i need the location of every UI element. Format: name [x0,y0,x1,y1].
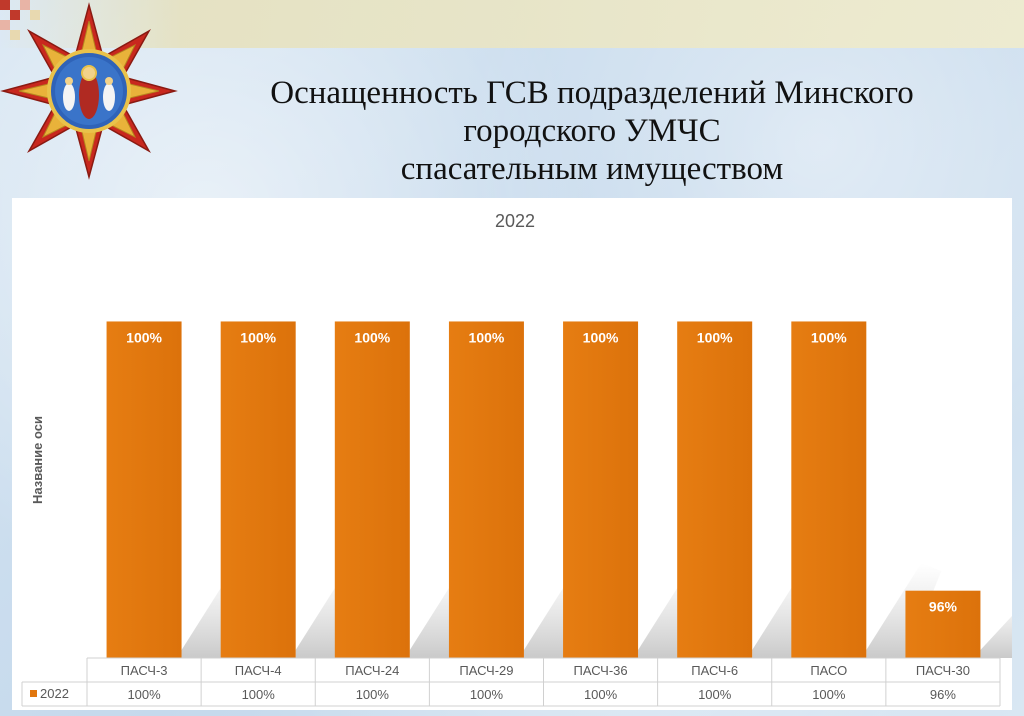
y-axis-title: Название оси [30,416,45,504]
bar-chart: 2022 Название оси 100% 100% 100% 100% 100% 10… [21,211,1012,707]
bar-shadow [866,563,942,658]
table-value: 100% [242,687,276,702]
bar-ПАСО [791,321,867,658]
bar-ПАСЧ-36 [563,321,639,658]
table-value: 100% [356,687,390,702]
chart-title: 2022 [495,211,535,231]
table-value: 100% [584,687,618,702]
checker-decoration [0,0,42,42]
table-value: 96% [930,687,956,702]
legend-key [30,690,37,697]
data-label: 100% [697,329,733,345]
slide-title-line-2: городского УМЧС [463,113,721,149]
category-label: ПАСЧ-36 [573,663,627,678]
category-label: ПАСЧ-3 [121,663,168,678]
table-value: 100% [127,687,161,702]
table-value: 100% [698,687,732,702]
table-value: 100% [470,687,504,702]
bar-ПАСЧ-24 [334,321,410,658]
data-label: 100% [583,329,619,345]
slide-title: Оснащенность ГСВ подразделений Минского … [172,74,1012,188]
data-label: 100% [469,329,505,345]
slide-title-line-3: спасательным имуществом [400,151,784,187]
bar-ПАСЧ-4 [220,321,296,658]
emblem-logo [0,2,178,180]
bars: 100% 100% 100% 100% 100% 100% 100% 96% [106,321,981,658]
emblem-figure [79,71,99,119]
bar-ПАСЧ-30 [905,590,981,658]
bar-ПАСЧ-6 [677,321,753,658]
data-label: 96% [929,599,958,615]
data-label: 100% [126,329,162,345]
data-table: 2022 ПАСЧ-3 100% ПАСЧ-4 100% ПАСЧ-24 100% ПАСЧ-… [21,657,1001,707]
category-label: ПАСЧ-4 [235,663,282,678]
bar-ПАСЧ-3 [106,321,182,658]
chart-card: 2022 Название оси 100% 100% 100% 100% 100% 10… [12,198,1012,710]
data-label: 100% [354,329,390,345]
legend-series-name: 2022 [40,686,69,701]
data-label: 100% [240,329,276,345]
table-value: 100% [812,687,846,702]
slide-title-line-1: Оснащенность ГСВ подразделений Минского [270,75,914,111]
data-label: 100% [811,329,847,345]
category-label: ПАСЧ-6 [691,663,738,678]
category-label: ПАСЧ-24 [345,663,399,678]
category-label: ПАСЧ-30 [916,663,970,678]
top-decorative-strip [0,0,1024,48]
bar-ПАСЧ-29 [448,321,524,658]
bar-shadow [980,615,1012,658]
category-label: ПАСО [810,663,847,678]
category-label: ПАСЧ-29 [459,663,513,678]
